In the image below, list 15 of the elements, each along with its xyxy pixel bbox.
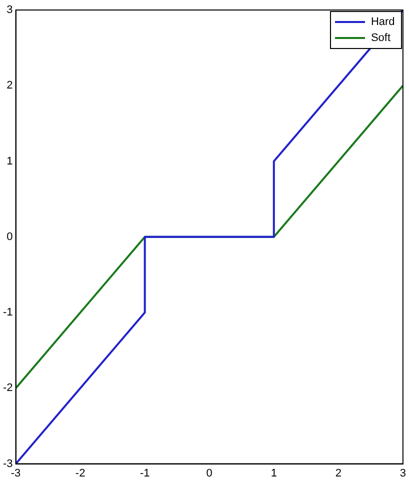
x-tick-label: 2 (335, 467, 342, 480)
y-tick-label: 2 (6, 80, 13, 92)
y-tick-label: -2 (3, 382, 13, 394)
legend-label: Hard (370, 16, 395, 28)
y-tick-label: 1 (6, 155, 13, 168)
y-tick-label: -1 (3, 306, 13, 319)
x-tick-label: -1 (140, 467, 150, 480)
x-tick-label: 1 (270, 467, 277, 480)
y-tick-label: 3 (6, 4, 13, 16)
x-tick-label: 3 (400, 467, 406, 480)
y-tick-label: 0 (6, 230, 13, 243)
x-tick-label: -2 (75, 467, 86, 480)
x-tick-label: 0 (206, 467, 212, 480)
legend-label: Soft (370, 32, 391, 44)
y-tick-label: -3 (3, 458, 13, 470)
